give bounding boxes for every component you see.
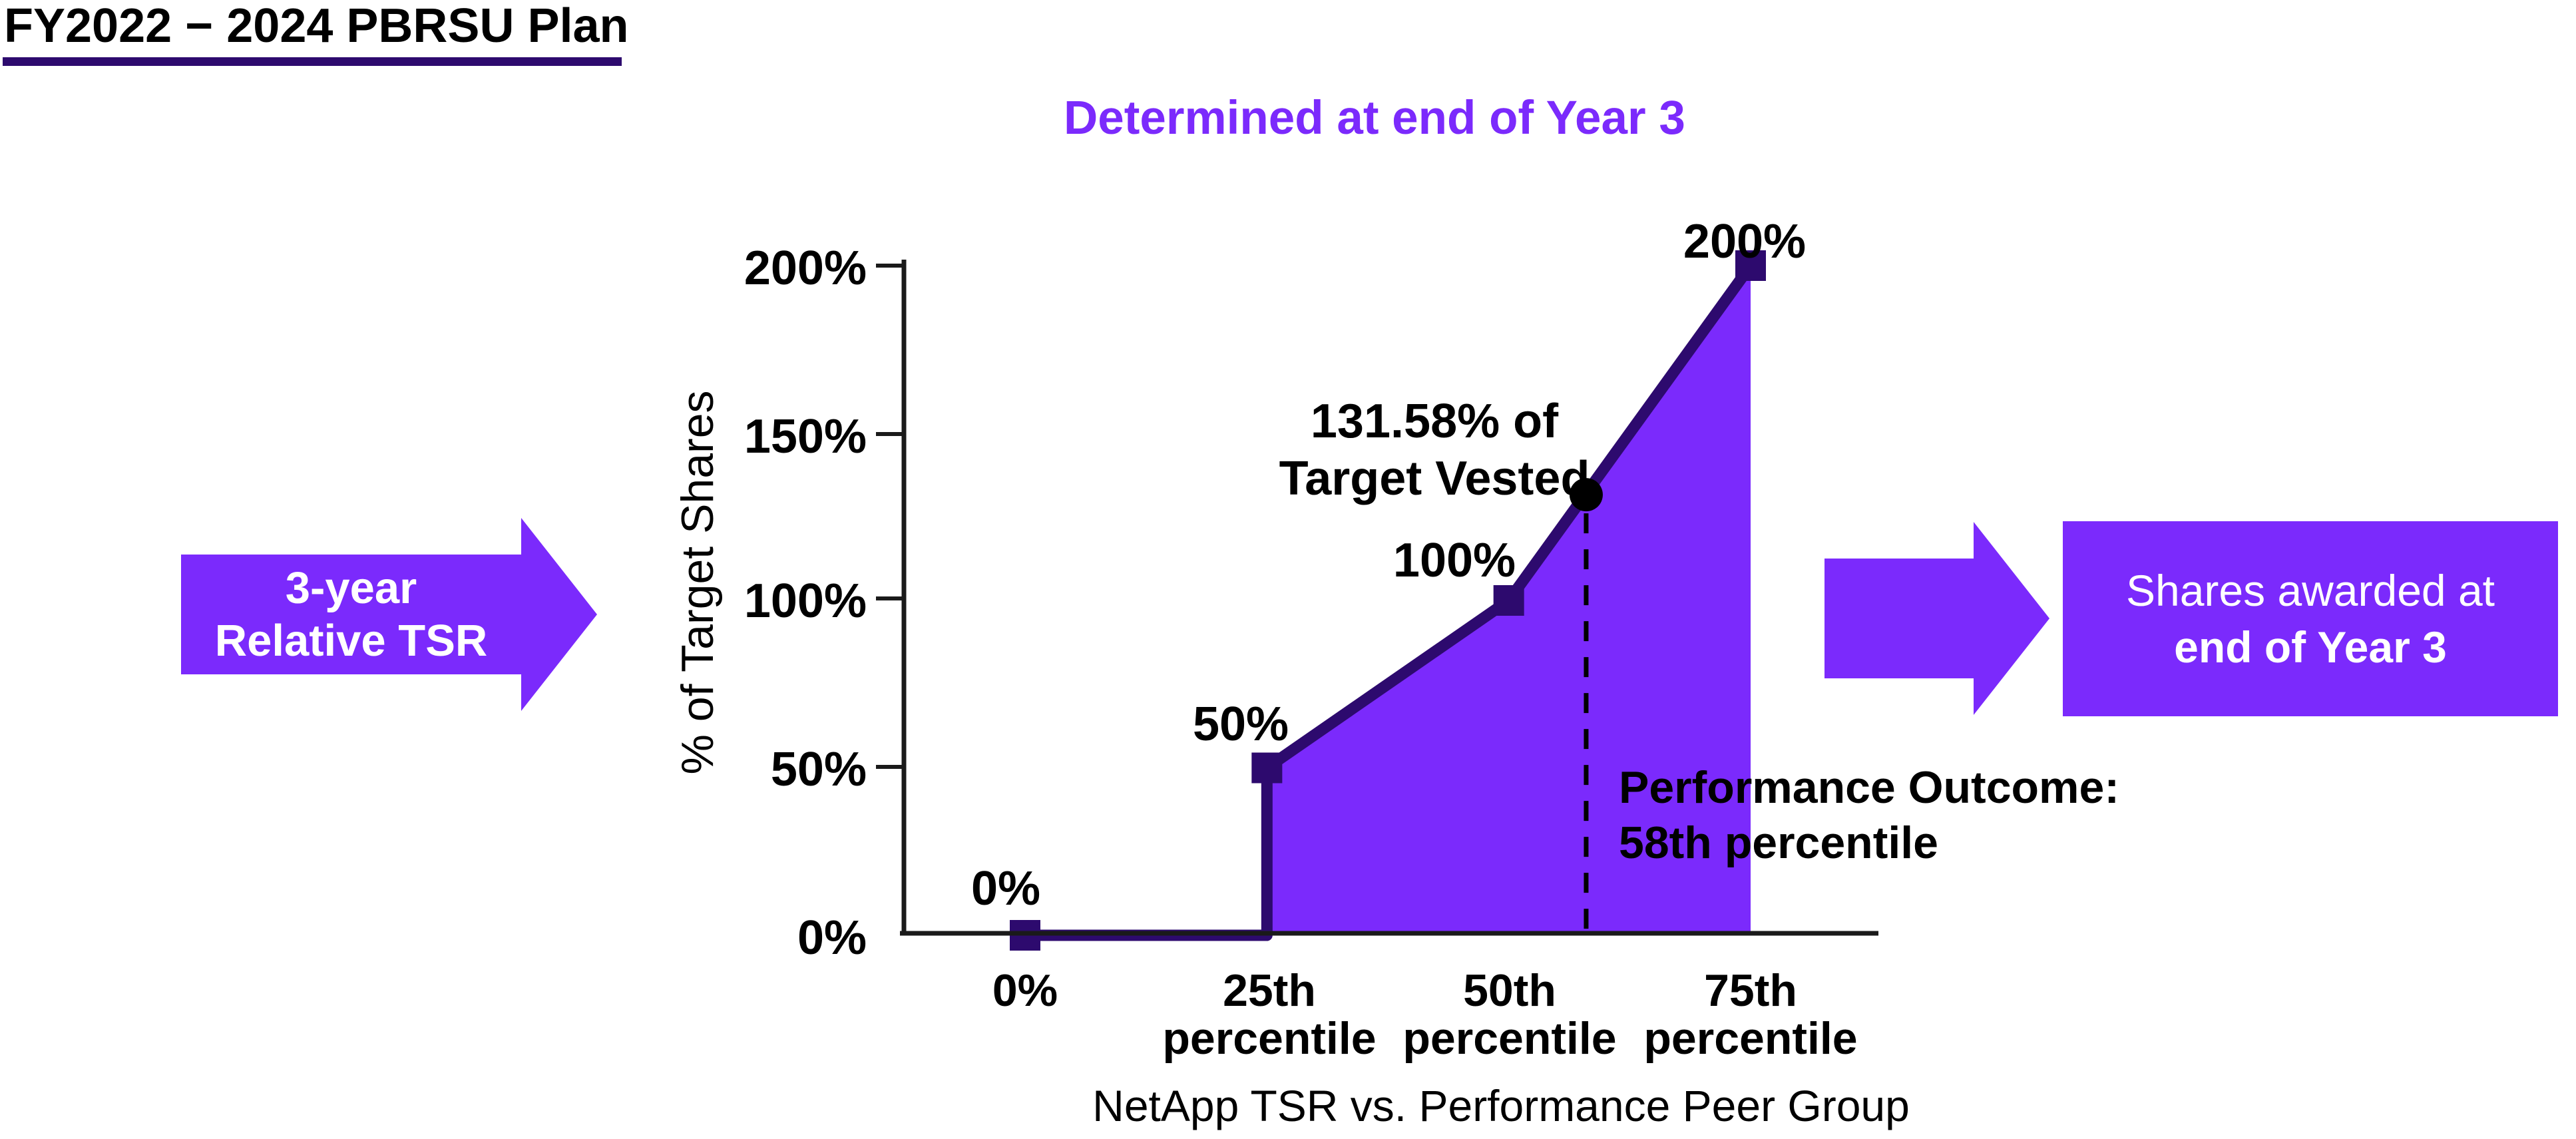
chart-subtitle: Determined at end of Year 3 [1064, 92, 1685, 144]
y-tick-label-100: 100% [744, 574, 867, 628]
left-arrow-label-line2: Relative TSR [214, 616, 488, 666]
x-axis-title: NetApp TSR vs. Performance Peer Group [1092, 1081, 1910, 1130]
highlight-label-line1: 131.58% of [1310, 395, 1559, 448]
point-label-100pct: 100% [1393, 534, 1516, 587]
y-axis-ticks [876, 264, 902, 769]
marker-square [1735, 250, 1766, 281]
left-flow-arrow: 3-year Relative TSR [181, 555, 521, 674]
title-underline-bar [3, 57, 622, 66]
award-callout-box: Shares awarded at end of Year 3 [2063, 521, 2558, 716]
x-tick-line2: percentile [1643, 1013, 1858, 1064]
y-tick-label-0: 0% [797, 911, 867, 965]
marker-group [1010, 250, 1766, 951]
highlight-dot [1569, 478, 1603, 512]
outcome-note-line1: Performance Outcome: [1619, 762, 2119, 813]
left-flow-arrow-head-icon [521, 518, 597, 711]
point-label-50pct: 50% [1192, 698, 1289, 751]
outcome-note-line2: 58th percentile [1619, 817, 1938, 868]
right-flow-arrow-head-icon [1974, 522, 2049, 715]
x-tick-line1: 75th [1704, 965, 1797, 1016]
x-tick-label-75th: 75th percentile [1643, 967, 1857, 1062]
right-flow-arrow [1825, 559, 1974, 678]
x-tick-line1: 50th [1463, 965, 1556, 1016]
y-tick-label-200: 200% [744, 242, 867, 295]
left-arrow-label-line1: 3-year [285, 563, 417, 613]
x-tick-line1: 25th [1223, 965, 1316, 1016]
page-title: FY2022 − 2024 PBRSU Plan [4, 0, 629, 53]
y-tick-label-150: 150% [744, 410, 867, 463]
highlight-label-line2: Target Vested [1279, 452, 1590, 505]
x-tick-line1: 0% [992, 965, 1058, 1016]
marker-square [1493, 585, 1524, 616]
x-tick-line2: percentile [1162, 1013, 1377, 1064]
x-tick-label-0: 0% [992, 967, 1058, 1015]
marker-square [1251, 752, 1283, 784]
x-tick-label-25th: 25th percentile [1162, 967, 1376, 1062]
performance-outcome-note: Performance Outcome: 58th percentile [1619, 760, 2119, 871]
y-tick-label-50: 50% [770, 743, 867, 796]
award-box-line1: Shares awarded at [2125, 565, 2495, 615]
point-label-0pct: 0% [970, 862, 1041, 915]
x-tick-label-50th: 50th percentile [1402, 967, 1616, 1062]
highlight-point-label: 131.58% of Target Vested [1279, 393, 1590, 507]
x-tick-line2: percentile [1402, 1013, 1617, 1064]
award-box-line2: end of Year 3 [2174, 622, 2447, 672]
point-label-200pct: 200% [1683, 215, 1807, 268]
